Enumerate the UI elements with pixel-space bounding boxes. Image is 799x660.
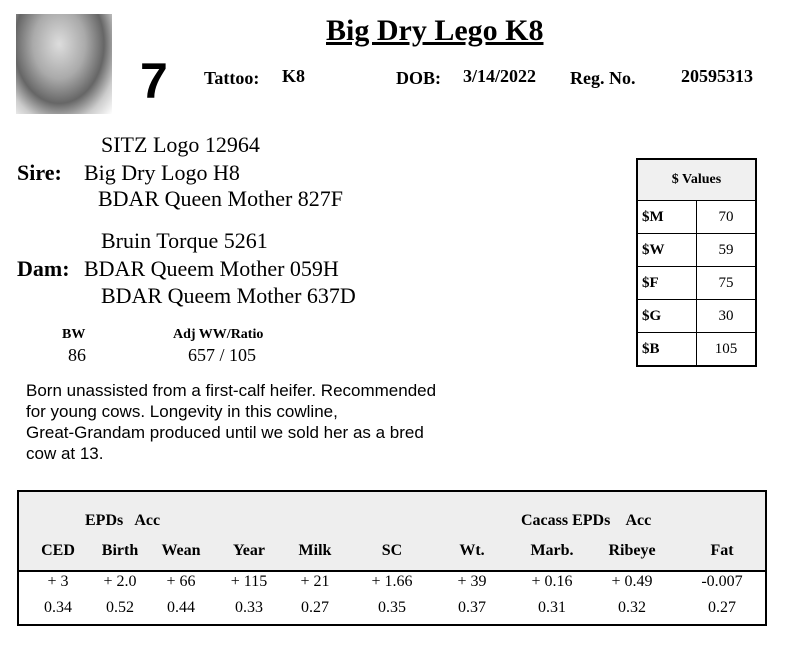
value-key: $G [636,299,697,333]
acc-value: 0.35 [378,599,406,616]
dam-dam: BDAR Queem Mother 637D [101,283,356,308]
value-key: $B [636,332,697,367]
acc-value: 0.34 [44,599,72,616]
cowboy-photo [16,14,112,114]
acc-value: 0.32 [618,599,646,616]
reg-value: 20595313 [681,66,753,86]
dollar-values-table: $ Values $M 70 $W 59 $F 75 $G 30 $B 105 [636,158,757,367]
bw-value: 86 [68,345,86,365]
value-key: $W [636,233,697,267]
acc-value: 0.44 [167,599,195,616]
carcass-group-label: Cacass EPDs Acc [521,512,652,529]
epd-value: + 2.0 [103,573,137,590]
column-header: Year [233,542,265,559]
acc-value: 0.27 [301,599,329,616]
value-key: $F [636,266,697,300]
note-line: cow at 13. [26,444,104,463]
column-header: Birth [101,542,139,559]
epd-value: -0.007 [701,573,743,590]
epd-value: + 3 [47,573,69,590]
epd-header [19,492,765,572]
acc-value: 0.31 [538,599,566,616]
ww-value: 657 / 105 [188,345,257,365]
tattoo-value: K8 [282,66,306,86]
value-val: 70 [696,200,757,234]
column-header: Ribeye [608,542,656,559]
column-header: Marb. [530,542,574,559]
ww-label: Adj WW/Ratio [173,327,264,342]
reg-label: Reg. No. [570,68,636,88]
epd-value: + 39 [457,573,487,590]
acc-value: 0.37 [458,599,486,616]
acc-value: 0.33 [235,599,263,616]
dob-value: 3/14/2022 [463,66,537,86]
sire-name: Big Dry Logo H8 [84,160,240,185]
note-line: Born unassisted from a first-calf heifer… [26,381,437,400]
epd-value: + 1.66 [371,573,413,590]
sire-label: Sire: [17,160,62,185]
column-header: Wean [161,542,201,559]
notes: Born unassisted from a first-calf heifer… [26,380,436,464]
epd-table: EPDs Acc Cacass EPDs Acc CED + 3 0.34 Birth… [17,490,767,626]
dam-sire: Bruin Torque 5261 [101,228,268,253]
tattoo-label: Tattoo: [204,68,260,88]
column-header: CED [41,542,75,559]
sire-sire: SITZ Logo 12964 [101,132,260,157]
epd-value: + 21 [300,573,330,590]
value-key: $M [636,200,697,234]
dam-name: BDAR Queem Mother 059H [84,256,339,281]
dam-label: Dam: [17,256,70,281]
epd-value: + 0.16 [531,573,573,590]
page-title: Big Dry Lego K8 [326,14,544,47]
epd-value: + 115 [230,573,268,590]
column-header: Wt. [459,542,485,559]
value-val: 59 [696,233,757,267]
sire-dam: BDAR Queen Mother 827F [98,186,344,211]
bw-label: BW [62,327,86,342]
epd-group-label: EPDs Acc [85,512,161,529]
acc-value: 0.52 [106,599,134,616]
column-header: Milk [298,542,332,559]
lot-number: 7 [140,53,168,109]
column-header: Fat [710,542,734,559]
value-val: 75 [696,266,757,300]
epd-value: + 66 [166,573,196,590]
dob-label: DOB: [396,68,441,88]
note-line: for young cows. Longevity in this cowlin… [26,402,338,421]
value-val: 105 [696,332,757,367]
values-title: $ Values [636,158,757,201]
note-line: Great-Grandam produced until we sold her… [26,423,424,442]
acc-value: 0.27 [708,599,736,616]
column-header: SC [381,542,403,559]
epd-value: + 0.49 [611,573,653,590]
value-val: 30 [696,299,757,333]
